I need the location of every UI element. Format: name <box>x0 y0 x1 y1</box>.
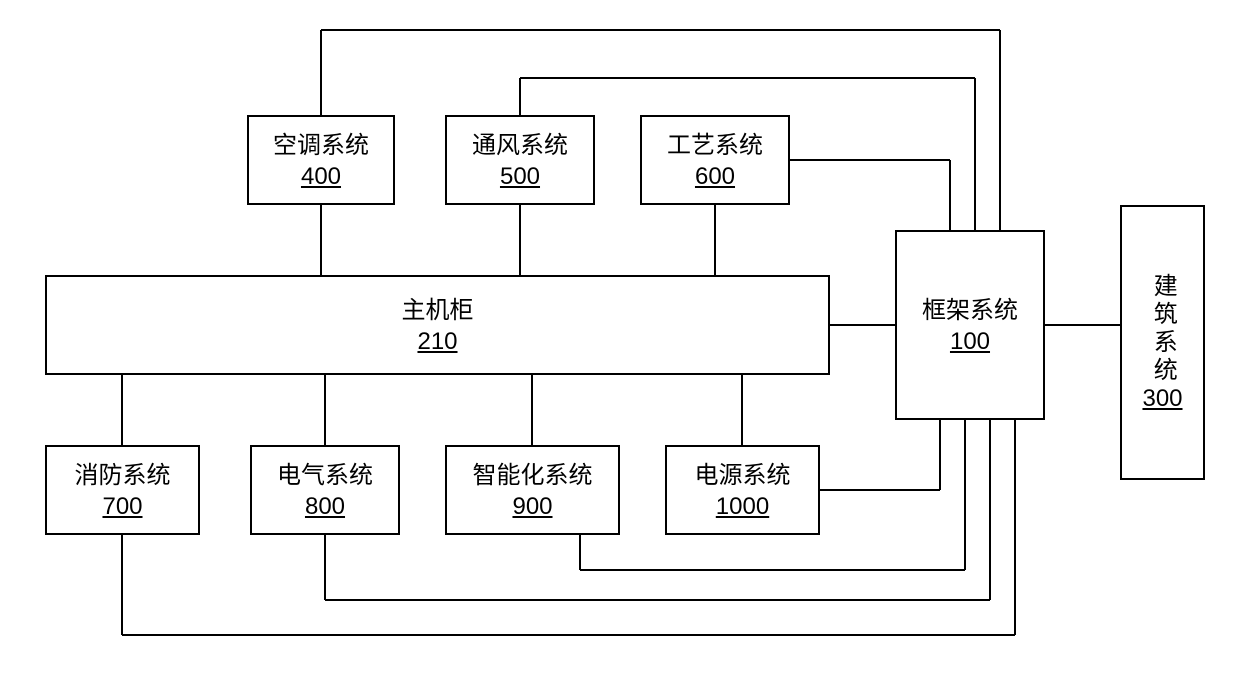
electrical-system-number: 800 <box>305 493 345 521</box>
electrical-system-box: 电气系统 800 <box>250 445 400 535</box>
process-system-label: 工艺系统 <box>667 129 763 163</box>
vent-system-label: 通风系统 <box>472 129 568 163</box>
ac-system-box: 空调系统 400 <box>247 115 395 205</box>
process-system-number: 600 <box>695 163 735 191</box>
intelligent-system-number: 900 <box>512 493 552 521</box>
fire-system-number: 700 <box>102 493 142 521</box>
power-system-number: 1000 <box>716 493 769 521</box>
electrical-system-label: 电气系统 <box>277 459 373 493</box>
fire-system-label: 消防系统 <box>75 459 171 493</box>
intelligent-system-box: 智能化系统 900 <box>445 445 620 535</box>
process-system-box: 工艺系统 600 <box>640 115 790 205</box>
main-cabinet-box: 主机柜 210 <box>45 275 830 375</box>
building-system-box: 建筑系统 300 <box>1120 205 1205 480</box>
power-system-box: 电源系统 1000 <box>665 445 820 535</box>
ac-system-number: 400 <box>301 163 341 191</box>
fire-system-box: 消防系统 700 <box>45 445 200 535</box>
ac-system-label: 空调系统 <box>273 129 369 163</box>
building-system-number: 300 <box>1142 385 1182 413</box>
power-system-label: 电源系统 <box>695 459 791 493</box>
intelligent-system-label: 智能化系统 <box>473 459 593 493</box>
frame-system-box: 框架系统 100 <box>895 230 1045 420</box>
building-system-label: 建筑系统 <box>1146 273 1180 385</box>
vent-system-box: 通风系统 500 <box>445 115 595 205</box>
frame-system-number: 100 <box>950 328 990 356</box>
main-cabinet-number: 210 <box>417 328 457 356</box>
vent-system-number: 500 <box>500 163 540 191</box>
system-block-diagram: 空调系统 400 通风系统 500 工艺系统 600 主机柜 210 消防系统 … <box>0 0 1240 682</box>
main-cabinet-label: 主机柜 <box>402 294 474 328</box>
frame-system-label: 框架系统 <box>922 294 1018 328</box>
